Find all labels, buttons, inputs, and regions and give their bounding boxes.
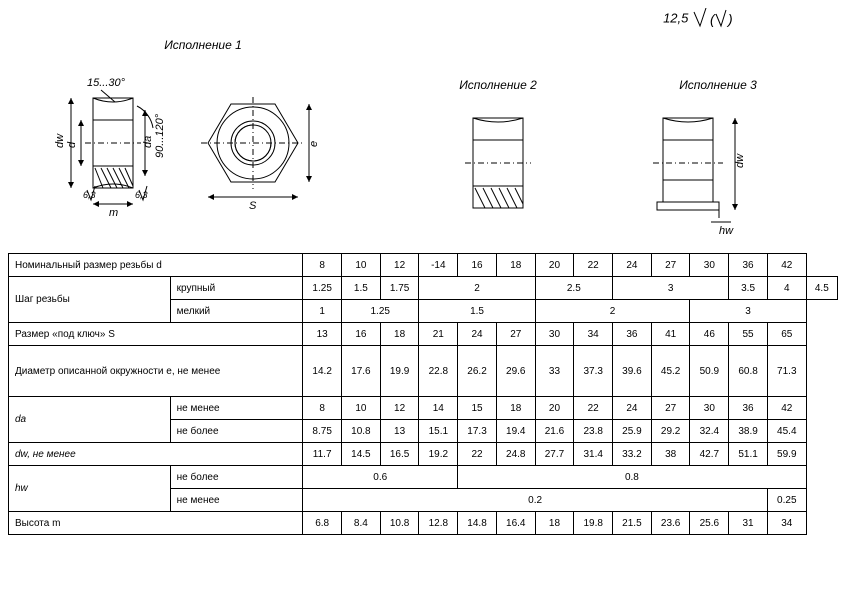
row-da-min: da не менее 8101214151820222427303642 (9, 397, 838, 420)
row-nominal: Номинальный размер резьбы d 8 10 12 -14 … (9, 254, 838, 277)
da-label: da (9, 397, 171, 443)
drawing-execution-1: Исполнение 1 d (53, 38, 353, 241)
row-hw-max: hw не более 0.6 0.8 (9, 466, 838, 489)
svg-text:S: S (249, 200, 257, 212)
hw-label: hw (9, 466, 171, 512)
svg-text:dw: dw (734, 153, 746, 168)
svg-text:d: d (66, 141, 78, 148)
dw-label: dw, не менее (9, 443, 303, 466)
da-max-label: не более (170, 420, 303, 443)
dimensions-table: Номинальный размер резьбы d 8 10 12 -14 … (8, 253, 838, 535)
drawing-title-3: Исполнение 3 (643, 78, 793, 92)
row-e: Диаметр описанной окружности e, не менее… (9, 346, 838, 397)
pitch-coarse-label: крупный (170, 277, 303, 300)
da-min-label: не менее (170, 397, 303, 420)
hw-max-label: не более (170, 466, 303, 489)
svg-text:hw: hw (719, 225, 734, 237)
svg-text:da: da (142, 136, 154, 148)
row-dw: dw, не менее 11.714.516.519.22224.827.73… (9, 443, 838, 466)
svg-text:15...30°: 15...30° (87, 77, 126, 89)
nominal-label: Номинальный размер резьбы d (9, 254, 303, 277)
row-af: Размер «под ключ» S 13161821242730343641… (9, 323, 838, 346)
drawing-execution-3: Исполнение 3 dw hw (643, 78, 793, 241)
hw-min-label: не менее (170, 489, 303, 512)
svg-text:(: ( (710, 11, 716, 27)
drawing-title-1: Исполнение 1 (53, 38, 353, 52)
row-pitch-coarse: Шаг резьбы крупный 1.25 1.5 1.75 2 2.5 3… (9, 277, 838, 300)
row-height: Высота m 6.88.410.812.814.816.41819.821.… (9, 512, 838, 535)
drawing-execution-2: Исполнение 2 (443, 78, 553, 241)
pitch-fine-label: мелкий (170, 300, 303, 323)
technical-drawings-row: Исполнение 1 d (8, 38, 838, 241)
svg-text:m: m (109, 207, 118, 219)
height-label: Высота m (9, 512, 303, 535)
svg-text:): ) (726, 11, 733, 27)
af-label: Размер «под ключ» S (9, 323, 303, 346)
e-label: Диаметр описанной окружности e, не менее (9, 346, 303, 397)
svg-text:e: e (308, 141, 320, 147)
svg-text:90...120°: 90...120° (154, 113, 166, 158)
pitch-label: Шаг резьбы (9, 277, 171, 323)
drawing-title-2: Исполнение 2 (443, 78, 553, 92)
svg-text:dw: dw (54, 133, 66, 148)
surface-roughness-mark: 12,5 ( ) (8, 8, 838, 30)
